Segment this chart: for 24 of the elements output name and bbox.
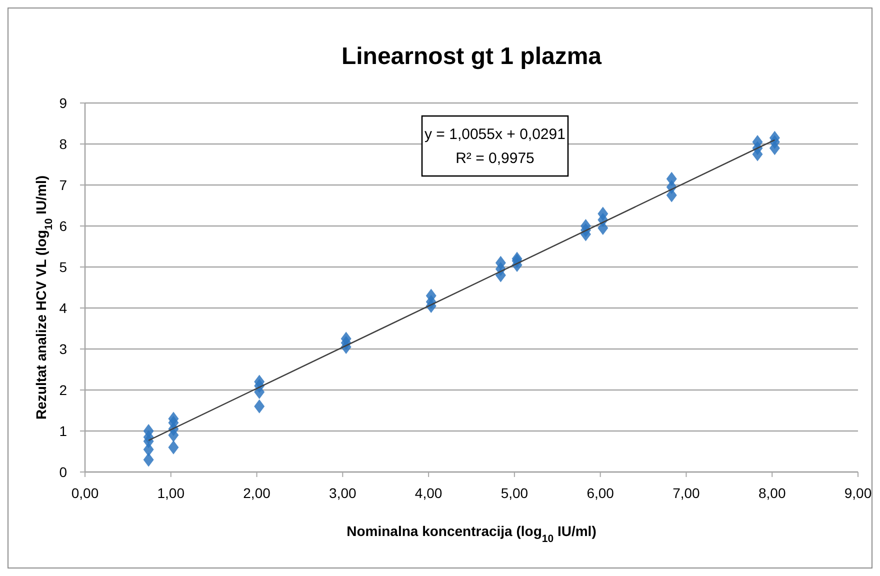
x-tick-label: 4,00: [414, 485, 442, 501]
x-tick-label: 8,00: [758, 485, 786, 501]
chart-title: Linearnost gt 1 plazma: [341, 43, 602, 70]
x-tick-label: 6,00: [586, 485, 614, 501]
annotation: R² = 0,9975: [456, 150, 534, 167]
x-tick-label: 3,00: [329, 485, 357, 501]
y-tick-label: 9: [59, 95, 68, 111]
x-tick-label: 2,00: [243, 485, 271, 501]
y-tick-label: 0: [59, 464, 68, 480]
x-tick-label: 5,00: [500, 485, 528, 501]
y-tick-label: 8: [59, 136, 68, 152]
x-tick-label: 0,00: [71, 485, 99, 501]
y-tick-label: 3: [59, 341, 68, 357]
x-axis-title: Nominalna koncentracija (log$_{10}$ IU/ml): [346, 523, 596, 545]
y-tick-label: 7: [59, 177, 68, 193]
y-tick-label: 6: [59, 218, 68, 234]
y-tick-label: 1: [59, 423, 68, 439]
y-tick-label: 5: [59, 259, 68, 275]
y-tick-label: 2: [59, 382, 68, 398]
x-tick-label: 7,00: [672, 485, 700, 501]
x-tick-label: 9,00: [844, 485, 872, 501]
annotation: y = 1,0055x + 0,0291: [424, 126, 566, 143]
y-tick-label: 4: [59, 300, 68, 316]
x-tick-label: 1,00: [157, 485, 185, 501]
